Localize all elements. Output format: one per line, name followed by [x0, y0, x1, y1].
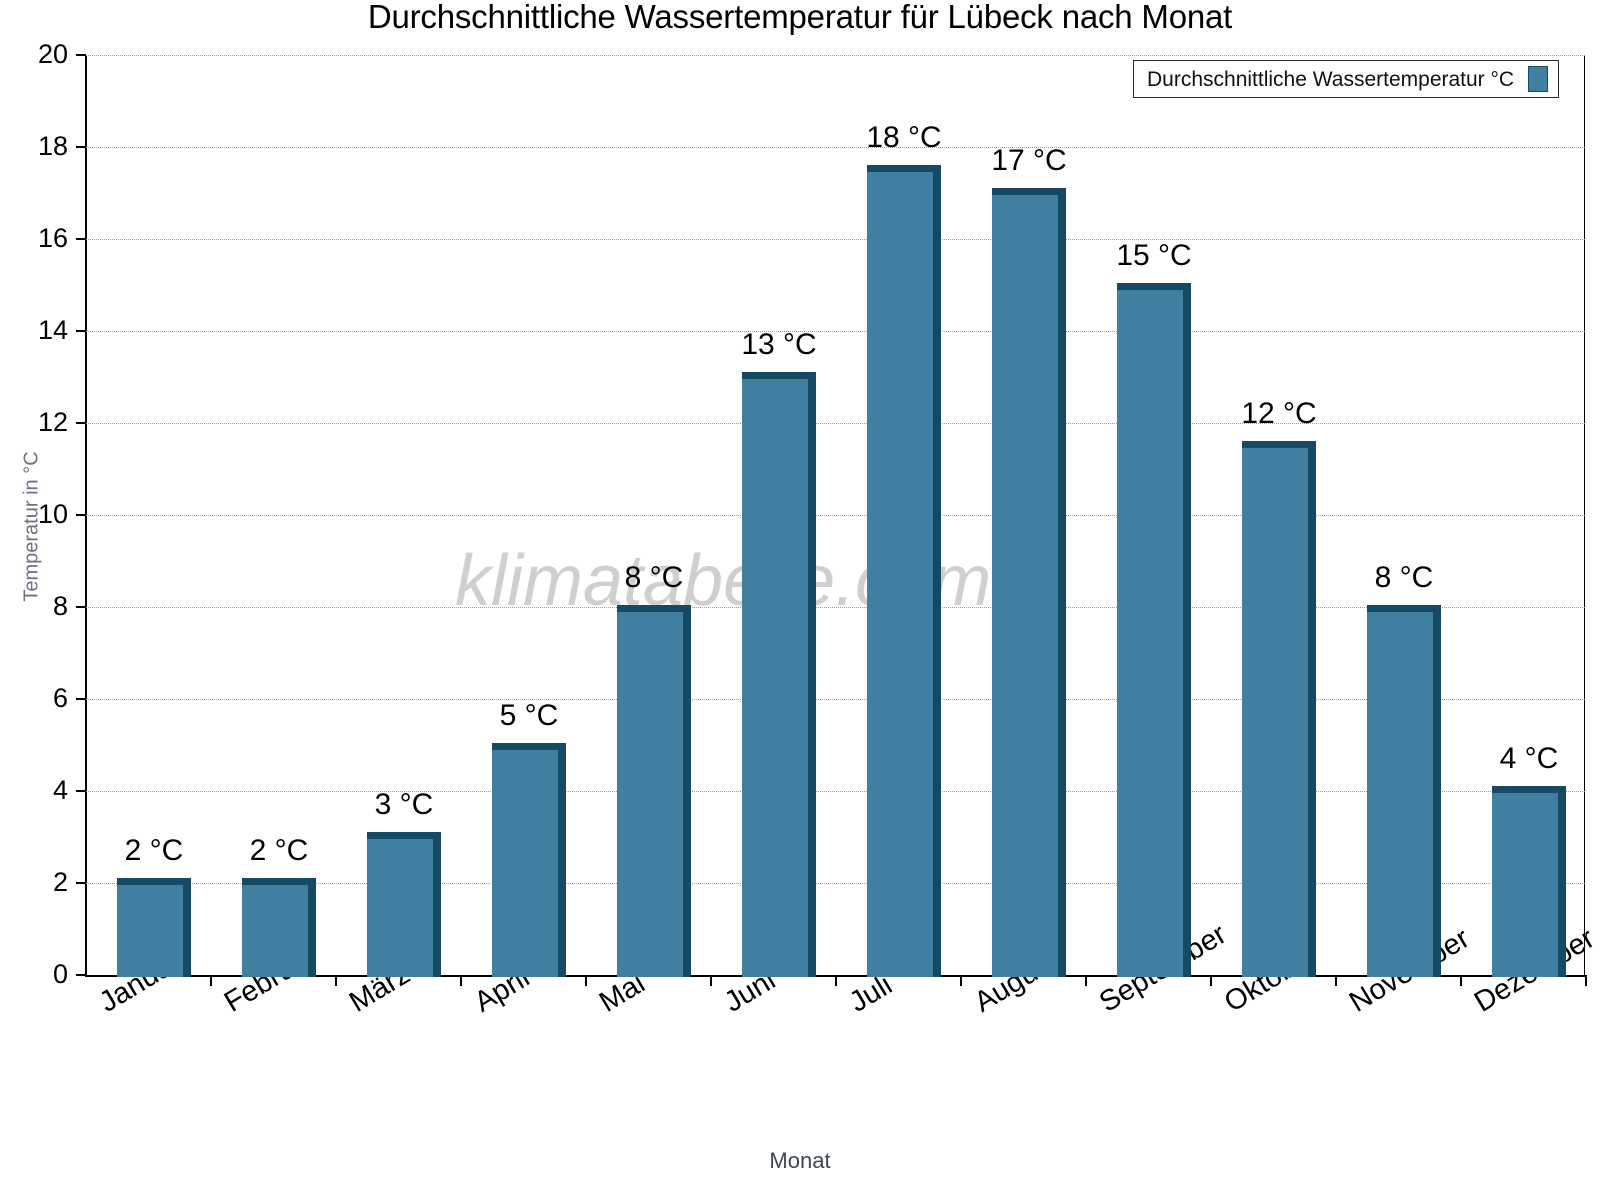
x-tick-mark: [960, 975, 962, 986]
x-tick-label-juli: Juli: [843, 968, 898, 1019]
chart-legend[interactable]: Durchschnittliche Wassertemperatur °C: [1133, 60, 1560, 98]
x-tick-mark: [210, 975, 212, 986]
bar-februar[interactable]: [242, 878, 316, 977]
bar-value-label: 2 °C: [249, 834, 309, 868]
bar-value-label: 8 °C: [1374, 560, 1434, 594]
bar-value-label: 2 °C: [124, 834, 184, 868]
y-tick-label: 18: [37, 131, 68, 161]
x-tick-mark: [1585, 975, 1587, 986]
bar-august[interactable]: [992, 188, 1066, 977]
bar-november[interactable]: [1367, 604, 1441, 977]
y-axis-title: Temperatur in °C: [20, 451, 43, 602]
y-tick-label: 2: [52, 867, 68, 897]
x-tick-mark: [1085, 975, 1087, 986]
bar-value-label: 4 °C: [1499, 742, 1559, 776]
y-tick-label: 12: [37, 407, 68, 437]
bar-value-label: 13 °C: [741, 328, 817, 362]
x-tick-mark: [585, 975, 587, 986]
plot-area: klimatabelle.com 2 °C 2 °C 3 °C 5 °C 8 °C 13 …: [85, 55, 1585, 977]
gridline: [85, 55, 1585, 56]
bar-januar[interactable]: [117, 878, 191, 977]
bar-value-label: 18 °C: [866, 121, 942, 155]
y-tick-mark: [76, 330, 86, 332]
x-axis-title: Monat: [769, 1148, 831, 1173]
y-tick-mark: [76, 238, 86, 240]
y-tick-mark: [76, 422, 86, 424]
y-tick-mark: [76, 54, 86, 56]
legend-color-swatch: [1528, 66, 1549, 92]
x-tick-mark: [1335, 975, 1337, 986]
gridline: [85, 147, 1585, 148]
bar-juni[interactable]: [742, 372, 816, 977]
x-tick-mark: [335, 975, 337, 986]
bar-märz[interactable]: [367, 832, 441, 977]
bar-value-label: 8 °C: [624, 560, 684, 594]
gridline: [85, 331, 1585, 332]
x-tick-mark: [1210, 975, 1212, 986]
bar-value-labels-group: 2 °C 2 °C 3 °C 5 °C 8 °C 13 °C 18 °C 17 °C 15 °C…: [85, 55, 1585, 975]
y-tick-label: 4: [52, 775, 68, 805]
y-tick-mark: [76, 882, 86, 884]
gridline: [85, 515, 1585, 516]
y-tick-label: 14: [37, 315, 68, 345]
gridline: [85, 423, 1585, 424]
y-tick-label: 10: [37, 499, 68, 529]
y-tick-mark: [76, 790, 86, 792]
bar-value-label: 3 °C: [374, 788, 434, 822]
y-tick-label: 20: [37, 39, 68, 69]
legend-entry-label: Durchschnittliche Wassertemperatur °C: [1147, 67, 1515, 91]
y-tick-label: 8: [52, 591, 68, 621]
gridline: [85, 883, 1585, 884]
bar-value-label: 17 °C: [991, 144, 1067, 178]
bar-dezember[interactable]: [1492, 786, 1566, 977]
chart-title: Durchschnittliche Wassertemperatur für L…: [367, 0, 1233, 35]
y-tick-mark: [76, 146, 86, 148]
gridlines-group: [85, 55, 1585, 975]
bar-juli[interactable]: [867, 165, 941, 977]
bar-value-label: 15 °C: [1116, 238, 1192, 272]
y-tick-label: 16: [37, 223, 68, 253]
bar-value-label: 12 °C: [1241, 397, 1317, 431]
x-tick-mark: [835, 975, 837, 986]
gridline: [85, 699, 1585, 700]
x-tick-mark: [460, 975, 462, 986]
bar-april[interactable]: [492, 742, 566, 977]
bar-oktober[interactable]: [1242, 441, 1316, 977]
y-tick-mark: [76, 606, 86, 608]
y-tick-mark: [76, 698, 86, 700]
y-tick-mark: [76, 974, 86, 976]
x-tick-mark: [710, 975, 712, 986]
y-tick-label: 0: [52, 959, 68, 989]
gridline: [85, 791, 1585, 792]
gridline: [85, 239, 1585, 240]
y-tick-label: 6: [52, 683, 68, 713]
bars-group: [85, 55, 1585, 977]
bar-value-label: 5 °C: [499, 698, 559, 732]
x-tick-mark: [1460, 975, 1462, 986]
bar-september[interactable]: [1117, 282, 1191, 977]
y-tick-mark: [76, 514, 86, 516]
gridline: [85, 607, 1585, 608]
bar-mai[interactable]: [617, 604, 691, 977]
